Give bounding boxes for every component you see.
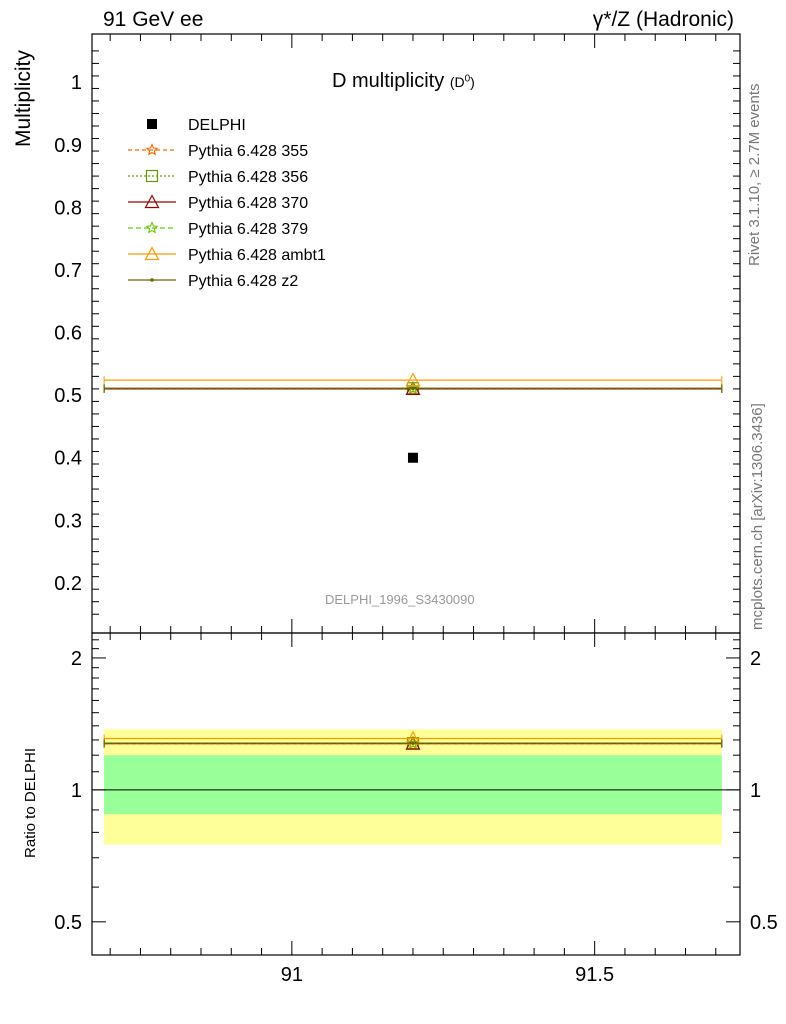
ratio-ytick-label-left: 1 <box>71 780 82 802</box>
main-ytick-label: 0.2 <box>54 573 82 595</box>
ratio-ytick-label-right: 1 <box>750 780 761 802</box>
main-ytick-label: 0.9 <box>54 135 82 157</box>
main-ytick-label: 0.3 <box>54 510 82 532</box>
chart-title: D multiplicity (D0) <box>332 70 475 93</box>
legend-marker-pythia-6-428-ambt1 <box>144 246 160 261</box>
chart-title-sup: 0 <box>464 73 471 85</box>
legend-label-pythia-6-428-ambt1: Pythia 6.428 ambt1 <box>188 247 326 264</box>
legend: DELPHI Pythia 6.428 355 Pythia 6.428 356 Py… <box>128 117 326 290</box>
ratio-ytick-label-left: 0.5 <box>54 912 82 934</box>
ratio-ytick-label-left: 2 <box>71 648 82 670</box>
ratio-frame <box>91 632 741 956</box>
series-point-pythia-6-428-379 <box>406 381 420 394</box>
legend-label-pythia-6-428-355: Pythia 6.428 355 <box>188 143 308 160</box>
legend-marker-pythia-6-428-z2 <box>150 278 154 282</box>
ratio-point-pythia-6-428-379 <box>406 736 420 749</box>
chart-title-text: D multiplicity <box>332 70 445 92</box>
ratio-ylabel: Ratio to DELPHI <box>22 747 39 858</box>
main-ytick-label: 1 <box>71 72 82 94</box>
legend-label-pythia-6-428-356: Pythia 6.428 356 <box>188 169 308 186</box>
legend-marker-delphi <box>147 119 157 129</box>
series-point-pythia-6-428-z2 <box>411 386 415 391</box>
main-ytick-label: 0.6 <box>54 323 82 345</box>
legend-label-pythia-6-428-379: Pythia 6.428 379 <box>188 221 308 238</box>
ratio-point-pythia-6-428-z2 <box>411 741 415 745</box>
chart-title-sub-close: ) <box>470 74 475 90</box>
data-point-delphi <box>407 452 418 463</box>
series-layer <box>103 372 723 750</box>
ratio-ytick-label-right: 0.5 <box>750 912 778 934</box>
chart-title-sub: (D0) <box>449 73 475 90</box>
legend-label-pythia-6-428-370: Pythia 6.428 370 <box>188 195 308 212</box>
series-point-pythia-6-428-ambt1 <box>405 372 421 387</box>
main-ytick-label: 0.4 <box>54 448 82 470</box>
header-right: γ*/Z (Hadronic) <box>592 8 734 31</box>
header-left: 91 GeV ee <box>103 8 204 31</box>
legend-label-delphi: DELPHI <box>188 117 246 134</box>
watermark: DELPHI_1996_S3430090 <box>325 592 475 607</box>
side-text-lower: mcplots.cern.ch [arXiv:1306.3436] <box>749 403 766 630</box>
legend-marker-pythia-6-428-356 <box>145 169 159 183</box>
xtick-label: 91 <box>281 964 303 986</box>
ratio-ytick-label-right: 2 <box>750 648 761 670</box>
axes: 0.2 0.3 0.4 0.5 0.6 0.7 0.8 0.9 1 0.5 0.5 1 1 2 2 91 91.… <box>54 33 778 986</box>
main-ytick-label: 0.8 <box>54 197 82 219</box>
legend-label-pythia-6-428-z2: Pythia 6.428 z2 <box>188 273 298 290</box>
legend-marker-pythia-6-428-355 <box>145 143 159 156</box>
xtick-label: 91.5 <box>575 964 614 986</box>
legend-marker-pythia-6-428-370 <box>144 194 160 209</box>
main-ylabel: Multiplicity <box>12 50 35 147</box>
legend-marker-pythia-6-428-379 <box>145 221 159 234</box>
main-ytick-label: 0.5 <box>54 385 82 407</box>
band-inner <box>104 755 722 815</box>
main-ytick-label: 0.7 <box>54 260 82 282</box>
side-text-upper: Rivet 3.1.10, ≥ 2.7M events <box>746 83 763 267</box>
chart-title-sub-open: (D <box>449 74 465 90</box>
